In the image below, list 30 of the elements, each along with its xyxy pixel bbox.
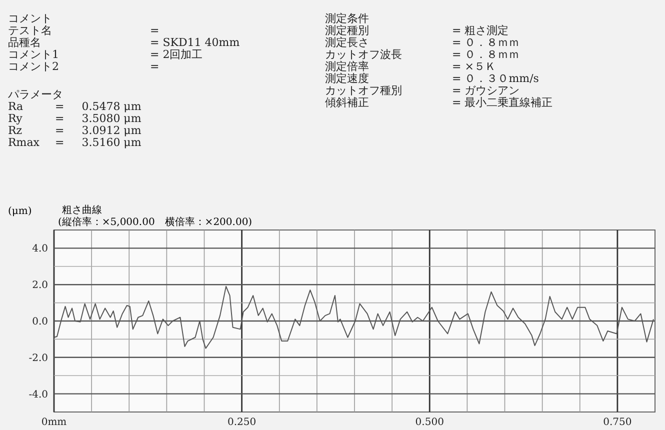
text: 品種名 = SKD11 40mm [8,36,240,49]
x-tick-label: 0.500 [415,417,444,428]
text: 測定条件 [325,12,369,25]
text: パラメータ [7,88,63,101]
text: Rz = 3.0912 μm [8,124,142,137]
text: 測定種別 = 粗さ測定 [325,24,509,37]
text: Ry = 3.5080 μm [8,112,142,125]
text: テスト名 = [8,24,160,37]
text: カットオフ波長 = ０．８ｍｍ [325,48,520,61]
chart-subtitle: (縦倍率：×5,000.00 横倍率：×200.00) [58,216,252,228]
text: 測定長さ = ０．８ｍｍ [325,36,520,49]
text: 測定速度 = ０．３０mm/s [325,72,539,85]
text: 傾斜補正 = 最小二乗直線補正 [325,96,553,109]
text: Ra = 0.5478 μm [8,100,142,113]
x-tick-label: 0mm [41,417,68,428]
y-tick-label: -4.0 [28,389,48,400]
chart-title: 粗さ曲線 [62,204,102,216]
text: コメント2 = [8,60,160,73]
text: カットオフ種別 = ガウシアン [325,84,520,97]
y-axis-title: (μm) [8,206,32,217]
x-tick-label: 0.250 [227,417,256,428]
text: 測定倍率 = ×５Ｋ [325,60,496,73]
x-tick-label: 0.750 [603,417,632,428]
text: Rmax = 3.5160 μm [8,136,142,149]
y-tick-label: 0.0 [32,316,48,328]
y-tick-label: 2.0 [32,280,48,292]
text: コメント1 = 2回加工 [8,48,203,61]
y-tick-label: 4.0 [32,244,48,255]
text: コメント [8,12,52,25]
y-tick-label: -2.0 [28,352,48,364]
